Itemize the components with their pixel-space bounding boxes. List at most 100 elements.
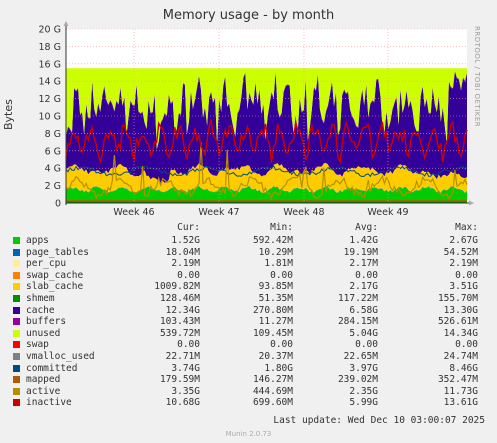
y-tick-label: 2 G bbox=[45, 181, 61, 192]
legend-max: 11.73G bbox=[443, 385, 478, 397]
apps-area bbox=[66, 186, 467, 203]
page-tables-area bbox=[66, 185, 467, 194]
legend-cur: 3.74G bbox=[171, 362, 200, 374]
legend-avg: 2.35G bbox=[349, 385, 378, 397]
legend-min: 270.80M bbox=[252, 304, 293, 316]
last-update: Last update: Wed Dec 10 03:00:07 2025 bbox=[273, 415, 485, 426]
legend-item-buffers: buffers 103.43M 11.27M 284.15M 526.61M bbox=[10, 316, 490, 328]
legend-cur: 12.34G bbox=[165, 304, 200, 316]
legend-cur: 0.00 bbox=[177, 339, 200, 351]
legend-swatch bbox=[13, 271, 20, 279]
legend-cur: 179.59M bbox=[159, 374, 200, 386]
legend-swatch bbox=[13, 248, 20, 256]
x-tick-label: Week 49 bbox=[367, 207, 408, 218]
legend-item-apps: apps 1.52G 592.42M 1.42G 2.67G bbox=[10, 235, 490, 247]
legend-max: 2.67G bbox=[449, 235, 478, 246]
legend-min: 0.00 bbox=[270, 269, 293, 281]
legend-avg: 0.00 bbox=[355, 269, 378, 281]
legend-swatch bbox=[13, 283, 20, 291]
legend-min: 51.35M bbox=[258, 292, 293, 304]
legend-item-cache: cache 12.34G 270.80M 6.58G 13.30G bbox=[10, 305, 490, 317]
col-avg-header: Avg: bbox=[355, 222, 378, 233]
legend-avg: 6.58G bbox=[349, 304, 378, 316]
legend-min: 10.29M bbox=[258, 246, 293, 258]
legend-swatch bbox=[13, 352, 20, 360]
col-cur-header: Cur: bbox=[177, 222, 200, 233]
y-tick-label: 4 G bbox=[45, 164, 61, 175]
legend-min: 444.69M bbox=[252, 385, 293, 397]
munin-version: Munin 2.0.73 bbox=[225, 430, 272, 438]
legend-max: 14.34G bbox=[443, 327, 478, 339]
unused-area bbox=[66, 68, 467, 149]
legend-swatch bbox=[13, 306, 20, 314]
legend-name: swap bbox=[26, 339, 49, 351]
legend-item-committed: committed 3.74G 1.80G 3.97G 8.46G bbox=[10, 363, 490, 375]
legend-avg: 2.17M bbox=[349, 258, 378, 270]
legend-name: shmem bbox=[26, 292, 55, 304]
legend-cur: 3.35G bbox=[171, 385, 200, 397]
legend-avg: 19.19M bbox=[343, 246, 378, 258]
legend-min: 20.37M bbox=[258, 350, 293, 362]
legend-max: 13.30G bbox=[443, 304, 478, 316]
legend-avg: 22.65M bbox=[343, 350, 378, 362]
legend-avg: 239.02M bbox=[337, 374, 378, 386]
legend-cur: 1009.82M bbox=[154, 281, 200, 293]
y-tick-label: 6 G bbox=[45, 146, 61, 157]
legend-name: swap_cache bbox=[26, 269, 84, 281]
legend-cur: 1.52G bbox=[171, 235, 200, 246]
legend-cur: 22.71M bbox=[165, 350, 200, 362]
legend-name: slab_cache bbox=[26, 281, 84, 293]
legend-cur: 128.46M bbox=[159, 292, 200, 304]
x-axis-arrow bbox=[469, 200, 474, 206]
y-tick-label: 20 G bbox=[39, 25, 61, 36]
chart-title: Memory usage - by month bbox=[162, 8, 335, 23]
cache-area bbox=[66, 71, 467, 183]
legend-cur: 10.68G bbox=[165, 397, 200, 409]
col-min-header: Min: bbox=[270, 222, 293, 233]
legend-name: page_tables bbox=[26, 246, 89, 258]
x-tick-label: Week 48 bbox=[283, 207, 324, 218]
legend-min: 109.45M bbox=[252, 327, 293, 339]
legend-name: vmalloc_used bbox=[26, 350, 95, 362]
legend-min: 1.81M bbox=[264, 258, 293, 270]
legend-max: 352.47M bbox=[437, 374, 478, 386]
legend-avg: 5.99G bbox=[349, 397, 378, 409]
legend-item-page-tables: page_tables 18.04M 10.29M 19.19M 54.52M bbox=[10, 247, 490, 259]
legend-name: committed bbox=[26, 362, 78, 374]
legend-item-active: active 3.35G 444.69M 2.35G 11.73G bbox=[10, 386, 490, 398]
active-line bbox=[65, 142, 468, 200]
legend-name: mapped bbox=[26, 374, 61, 386]
legend-min: 1.80G bbox=[264, 362, 293, 374]
x-tick-label: Week 46 bbox=[113, 207, 154, 218]
legend-max: 8.46G bbox=[449, 362, 478, 374]
legend-swatch bbox=[13, 260, 20, 268]
legend-avg: 117.22M bbox=[337, 292, 378, 304]
legend-min: 93.85M bbox=[258, 281, 293, 293]
legend-max: 2.19M bbox=[449, 258, 478, 270]
legend-item-shmem: shmem 128.46M 51.35M 117.22M 155.70M bbox=[10, 293, 490, 305]
legend-name: per_cpu bbox=[26, 258, 67, 270]
y-tick-label: 12 G bbox=[39, 94, 61, 105]
legend-rows: apps 1.52G 592.42M 1.42G 2.67G page_tables 18.… bbox=[10, 235, 490, 409]
legend-item-inactive: inactive 10.68G 699.60M 5.99G 13.61G bbox=[10, 397, 490, 409]
committed-line bbox=[65, 164, 468, 178]
y-tick-label: 0 bbox=[55, 199, 61, 210]
legend-item-slab-cache: slab_cache 1009.82M 93.85M 2.17G 3.51G bbox=[10, 281, 490, 293]
legend-avg: 0.00 bbox=[355, 339, 378, 351]
legend-item-swap-cache: swap_cache 0.00 0.00 0.00 0.00 bbox=[10, 270, 490, 282]
inactive-line bbox=[65, 119, 468, 165]
legend-name: inactive bbox=[26, 397, 72, 409]
legend-max: 0.00 bbox=[455, 269, 478, 281]
legend-swatch bbox=[13, 294, 20, 302]
legend-cur: 2.19M bbox=[171, 258, 200, 270]
legend-cur: 103.43M bbox=[159, 316, 200, 328]
legend-swatch bbox=[13, 329, 20, 337]
legend-item-vmalloc-used: vmalloc_used 22.71M 20.37M 22.65M 24.74M bbox=[10, 351, 490, 363]
legend-swatch bbox=[13, 237, 20, 244]
legend-swatch bbox=[13, 364, 20, 372]
legend-max: 526.61M bbox=[437, 316, 478, 328]
col-max-header: Max: bbox=[455, 222, 478, 233]
y-tick-label: 16 G bbox=[39, 59, 61, 70]
legend-avg: 284.15M bbox=[337, 316, 378, 328]
